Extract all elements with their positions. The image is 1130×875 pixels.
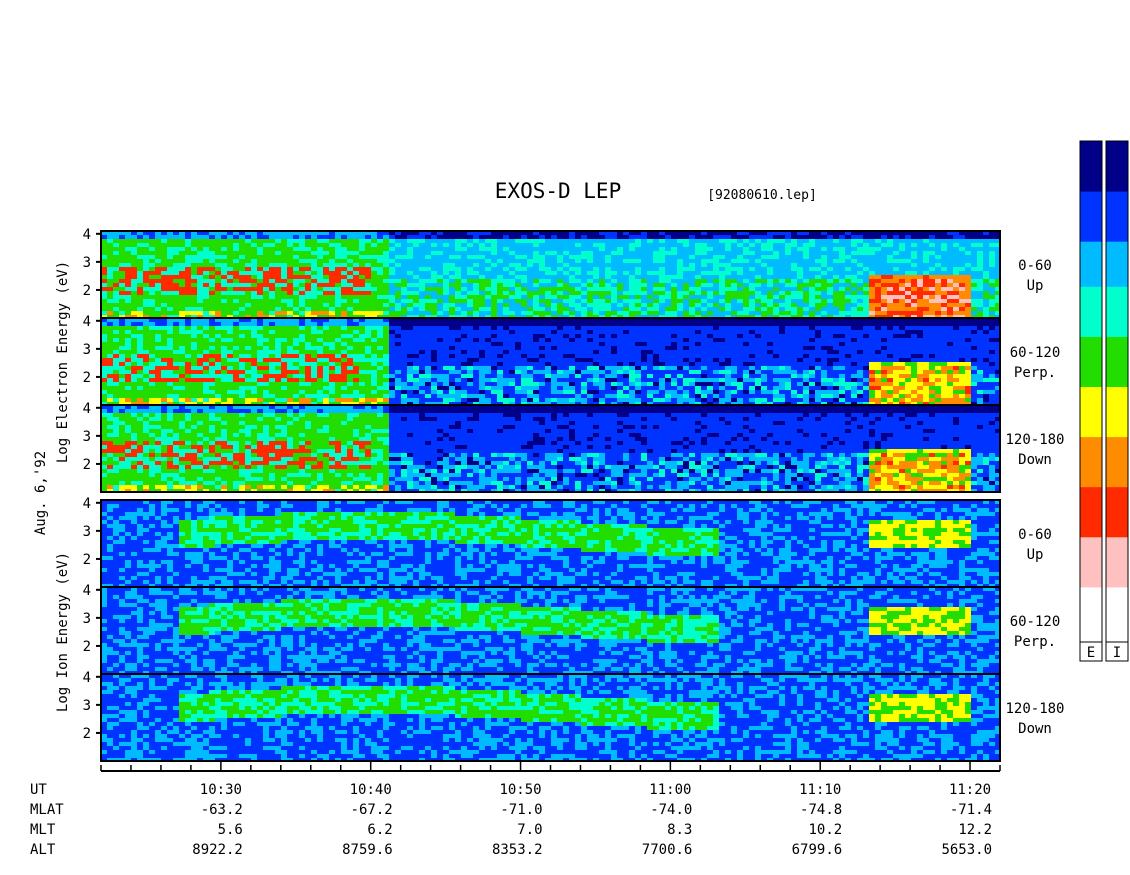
panel-direction-label: Up bbox=[1027, 547, 1044, 563]
footer-mlat-value: -71.4 bbox=[950, 802, 992, 818]
ion-energy-axis-label: Log Ion Energy (eV) bbox=[55, 552, 71, 712]
spectrogram-panel-6-image bbox=[101, 674, 1000, 761]
footer-row-label: MLAT bbox=[30, 802, 64, 818]
y-tick-label: 2 bbox=[83, 370, 91, 386]
spectrogram-panel-5-image bbox=[101, 587, 1000, 674]
pitch-angle-labels: 0-60 Up 60-120 Perp. 120-180 Down 0-60 Up 60-120… bbox=[1005, 258, 1064, 737]
footer-row-label: UT bbox=[30, 782, 47, 798]
panel-angle-label: 120-180 bbox=[1005, 701, 1064, 717]
y-tick-label: 4 bbox=[83, 583, 91, 599]
panel-direction-label: Perp. bbox=[1014, 634, 1056, 650]
panel-direction-label: Down bbox=[1018, 721, 1052, 737]
spectrogram-panels bbox=[101, 231, 1000, 761]
footer-mlat-value: -74.8 bbox=[800, 802, 842, 818]
y-tick-label: 2 bbox=[83, 283, 91, 299]
y-tick-label: 4 bbox=[83, 670, 91, 686]
electron-energy-axis-label: Log Electron Energy (eV) bbox=[55, 261, 71, 463]
y-tick-label: 4 bbox=[83, 314, 91, 330]
y-tick-label: 2 bbox=[83, 457, 91, 473]
footer-alt-value: 8353.2 bbox=[492, 842, 543, 858]
footer-ut-value: 11:00 bbox=[649, 782, 691, 798]
date-label: Aug. 6,'92 bbox=[33, 451, 49, 535]
y-tick-label: 2 bbox=[83, 726, 91, 742]
footer-ut-value: 11:20 bbox=[949, 782, 991, 798]
footer-ut-value: 10:50 bbox=[499, 782, 541, 798]
footer-alt-value: 5653.0 bbox=[941, 842, 992, 858]
panel-angle-label: 60-120 bbox=[1010, 614, 1061, 630]
footer-mlat-value: -71.0 bbox=[500, 802, 542, 818]
colorbar-i: I bbox=[1106, 141, 1128, 661]
footer-alt-value: 7700.6 bbox=[642, 842, 693, 858]
y-tick-label: 3 bbox=[83, 611, 91, 627]
orbit-table: UT MLAT MLT ALT 10:30 -63.2 5.6 8922.2 10:40 -67.… bbox=[30, 782, 992, 858]
footer-mlt-value: 7.0 bbox=[517, 822, 542, 838]
colorbar-e: E bbox=[1080, 141, 1102, 661]
footer-mlt-value: 10.2 bbox=[808, 822, 842, 838]
panel-direction-label: Perp. bbox=[1014, 365, 1056, 381]
panel-angle-label: 0-60 bbox=[1018, 258, 1052, 274]
panel-angle-label: 60-120 bbox=[1010, 345, 1061, 361]
footer-row-label: MLT bbox=[30, 822, 56, 838]
colorbar-label: E bbox=[1087, 645, 1095, 661]
footer-mlat-value: -67.2 bbox=[351, 802, 393, 818]
y-tick-label: 4 bbox=[83, 496, 91, 512]
footer-mlat-value: -63.2 bbox=[201, 802, 243, 818]
footer-mlt-value: 12.2 bbox=[958, 822, 992, 838]
chart-title: EXOS-D LEP bbox=[495, 179, 621, 203]
footer-mlt-value: 5.6 bbox=[218, 822, 243, 838]
footer-ut-value: 11:10 bbox=[799, 782, 841, 798]
colorbar-label: I bbox=[1113, 645, 1121, 661]
footer-mlt-value: 8.3 bbox=[667, 822, 692, 838]
footer-alt-value: 6799.6 bbox=[792, 842, 843, 858]
spectrogram-panel-2-image bbox=[101, 318, 1000, 405]
y-tick-label: 2 bbox=[83, 552, 91, 568]
y-tick-label: 3 bbox=[83, 698, 91, 714]
footer-row-label: ALT bbox=[30, 842, 56, 858]
y-tick-label: 3 bbox=[83, 342, 91, 358]
y-tick-label: 4 bbox=[83, 227, 91, 243]
energy-axis-ticks: 2 3 4 2 3 4 2 3 4 2 3 4 2 3 4 2 3 4 bbox=[83, 227, 101, 742]
y-tick-label: 4 bbox=[83, 401, 91, 417]
y-tick-label: 3 bbox=[83, 429, 91, 445]
panel-angle-label: 120-180 bbox=[1005, 432, 1064, 448]
panel-direction-label: Down bbox=[1018, 452, 1052, 468]
panel-angle-label: 0-60 bbox=[1018, 527, 1052, 543]
spectrogram-panel-4-image bbox=[101, 500, 1000, 587]
footer-mlt-value: 6.2 bbox=[367, 822, 392, 838]
footer-alt-value: 8759.6 bbox=[342, 842, 393, 858]
y-tick-label: 3 bbox=[83, 524, 91, 540]
spectrogram-panel-3-image bbox=[101, 405, 1000, 492]
footer-ut-value: 10:30 bbox=[200, 782, 242, 798]
footer-ut-value: 10:40 bbox=[350, 782, 392, 798]
spectrogram-panel-1-image bbox=[101, 231, 1000, 318]
panel-direction-label: Up bbox=[1027, 278, 1044, 294]
file-tag: [92080610.lep] bbox=[707, 188, 817, 203]
footer-mlat-value: -74.0 bbox=[650, 802, 692, 818]
y-tick-label: 3 bbox=[83, 255, 91, 271]
footer-alt-value: 8922.2 bbox=[192, 842, 243, 858]
y-tick-label: 2 bbox=[83, 639, 91, 655]
